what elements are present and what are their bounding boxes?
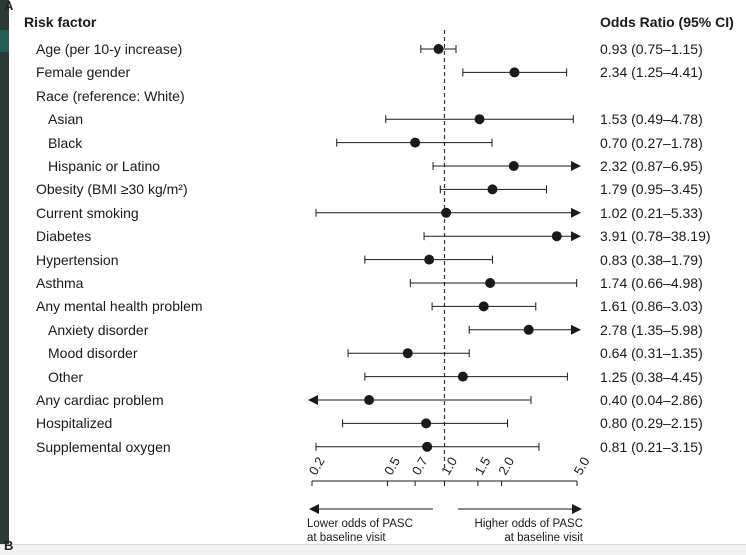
odds-ratio-text: 0.70 (0.27–1.78)	[600, 134, 703, 151]
risk-factor-header: Risk factor	[24, 14, 97, 30]
point-estimate	[485, 278, 496, 288]
x-tick-label: 2.0	[495, 454, 517, 477]
risk-factor-label: Hispanic or Latino	[48, 158, 161, 174]
panel-label-b: B	[4, 538, 14, 553]
risk-factor-label: Obesity (BMI ≥30 kg/m²)	[36, 181, 188, 198]
x-tick-label: 1.0	[438, 454, 460, 477]
risk-factor-label: Anxiety disorder	[48, 321, 149, 338]
odds-ratio-text: 1.53 (0.49–4.78)	[600, 111, 703, 128]
odds-ratio-text: 2.32 (0.87–6.95)	[600, 158, 703, 174]
risk-factor-label: Diabetes	[36, 228, 92, 245]
odds-ratio-text: 3.91 (0.78–38.19)	[600, 228, 711, 245]
risk-factor-label: Any mental health problem	[36, 298, 203, 315]
odds-ratio-text: 0.93 (0.75–1.15)	[600, 41, 703, 57]
risk-factor-label: Asthma	[36, 275, 84, 291]
point-estimate	[508, 161, 519, 171]
left-window-edge	[0, 0, 9, 554]
odds-ratio-text: 1.02 (0.21–5.33)	[600, 204, 703, 221]
point-estimate	[509, 67, 520, 78]
lower-odds-caption: Lower odds of PASC	[307, 518, 413, 530]
odds-ratio-text: 0.83 (0.38–1.79)	[600, 251, 703, 268]
point-estimate	[474, 114, 485, 125]
risk-factor-label: Hospitalized	[36, 415, 113, 432]
point-estimate	[421, 418, 432, 429]
higher-odds-caption: Higher odds of PASC	[475, 518, 583, 530]
odds-ratio-text: 0.64 (0.31–1.35)	[600, 345, 703, 362]
odds-ratio-text: 0.81 (0.21–3.15)	[600, 438, 703, 455]
risk-factor-label: Age (per 10-y increase)	[36, 41, 183, 57]
point-estimate	[487, 184, 498, 195]
point-estimate	[424, 254, 435, 265]
point-estimate	[433, 44, 444, 54]
point-estimate	[410, 137, 421, 148]
odds-ratio-header: Odds Ratio (95% CI)	[600, 14, 734, 30]
bottom-panel-edge	[0, 544, 746, 555]
x-tick-label: 0.2	[306, 454, 328, 477]
risk-factor-label: Current smoking	[36, 204, 139, 221]
risk-factor-label: Mood disorder	[48, 345, 138, 362]
point-estimate	[441, 207, 452, 218]
higher-odds-caption: at baseline visit	[504, 532, 583, 544]
odds-ratio-text: 0.40 (0.04–2.86)	[600, 392, 703, 408]
risk-factor-label: Hypertension	[36, 251, 119, 268]
x-tick-label: 5.0	[571, 454, 593, 477]
point-estimate	[364, 395, 375, 405]
panel-label-a: A	[4, 0, 14, 13]
point-estimate	[457, 371, 468, 382]
risk-factor-label: Race (reference: White)	[36, 87, 185, 104]
risk-factor-label: Black	[48, 134, 83, 151]
x-tick-label: 0.7	[409, 454, 431, 477]
x-tick-label: 0.5	[381, 454, 403, 477]
risk-factor-label: Female gender	[36, 64, 131, 81]
odds-ratio-text: 2.34 (1.25–4.41)	[600, 64, 703, 81]
risk-factor-label: Other	[48, 368, 84, 385]
point-estimate	[478, 301, 489, 312]
odds-ratio-text: 1.61 (0.86–3.03)	[600, 298, 703, 315]
risk-factor-label: Supplemental oxygen	[36, 438, 171, 455]
lower-odds-caption: at baseline visit	[307, 532, 386, 544]
odds-ratio-text: 1.74 (0.66–4.98)	[600, 275, 703, 291]
odds-ratio-text: 1.79 (0.95–3.45)	[600, 181, 703, 198]
point-estimate	[523, 324, 534, 335]
odds-ratio-text: 1.25 (0.38–4.45)	[600, 368, 703, 385]
point-estimate	[551, 231, 562, 242]
x-tick-label: 1.5	[471, 454, 493, 477]
risk-factor-label: Asian	[48, 111, 84, 128]
odds-ratio-text: 0.80 (0.29–2.15)	[600, 415, 703, 432]
odds-ratio-text: 2.78 (1.35–5.98)	[600, 321, 703, 338]
risk-factor-label: Any cardiac problem	[36, 392, 164, 408]
left-edge-accent	[0, 30, 9, 52]
point-estimate	[402, 348, 413, 359]
point-estimate	[422, 441, 433, 452]
